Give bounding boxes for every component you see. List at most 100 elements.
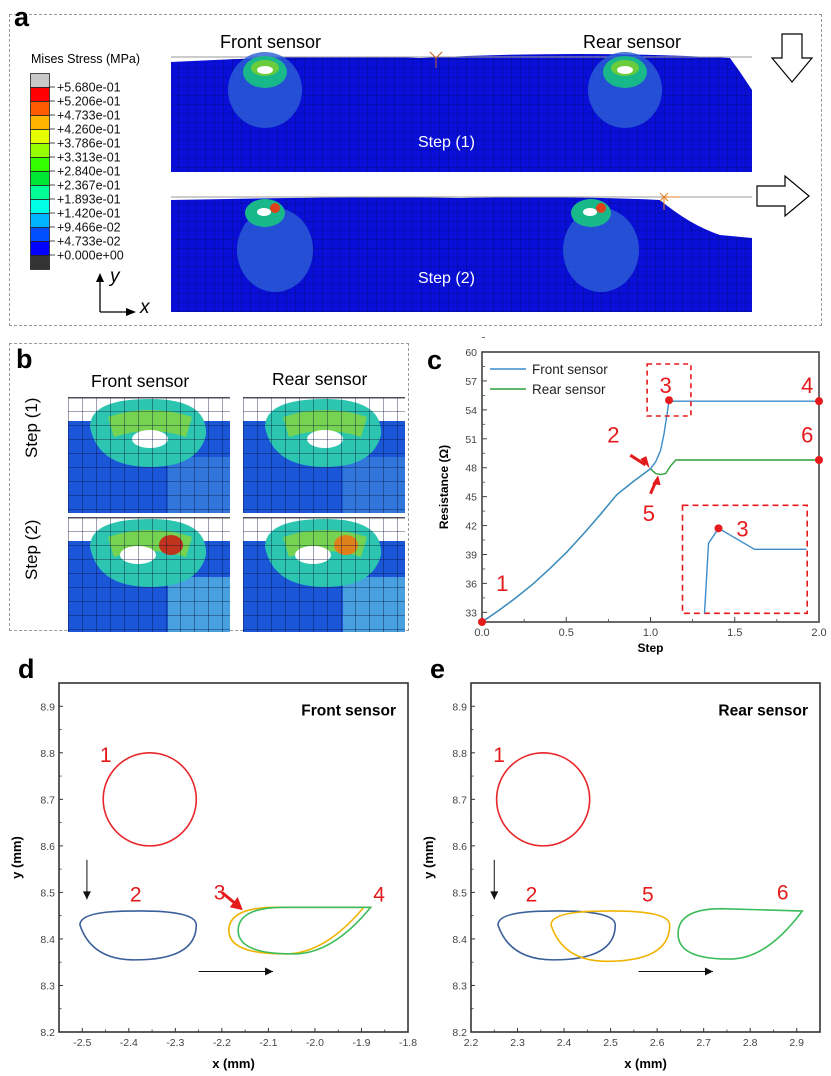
cell-grid (68, 517, 230, 632)
y-tick-label: 8.2 (452, 1027, 467, 1039)
marker-point-1 (478, 618, 486, 626)
marker-point-3 (665, 396, 674, 405)
zoom-cell-rear-step2 (243, 517, 405, 632)
contour-2 (79, 910, 198, 961)
rear-sensor-deformation-chart: 8.2 8.3 8.4 8.5 8.6 8.7 8.8 8.9 2.2 2.3 2.4 2.5 2.6 2… (421, 682, 821, 1071)
y-tick-label: 36 (465, 578, 477, 590)
xy-axis-indicator (96, 273, 136, 316)
sensor-zone (237, 208, 313, 292)
y-tick-label: 8.5 (452, 887, 467, 899)
marker-label-5: 5 (643, 501, 655, 526)
contour-5 (550, 910, 671, 963)
contour-1 (495, 751, 591, 847)
x-tick-label: -2.4 (120, 1037, 138, 1049)
y-tick-label: 8.8 (40, 748, 55, 760)
x-tick-label: 1.0 (643, 627, 658, 639)
legend-swatch (30, 199, 50, 214)
y-tick-label: 45 (465, 492, 477, 504)
down-arrow-icon (770, 33, 814, 83)
plot-frame (58, 682, 409, 1033)
legend-level: +9.466e-02 (57, 221, 121, 235)
marker-label-3: 3 (660, 373, 672, 398)
contour-label-2: 2 (526, 884, 538, 907)
legend-swatch (30, 213, 50, 228)
y-tick-label: 8.7 (40, 794, 55, 806)
x-tick-label: 2.7 (696, 1037, 711, 1049)
y-tick-label: 8.3 (40, 980, 55, 992)
marker-label-1: 1 (496, 571, 508, 596)
panel-a-frame (9, 14, 822, 326)
x-tick-label: 0.5 (559, 627, 574, 639)
contour-label-1: 1 (493, 744, 505, 767)
stress-legend: +5.680e-01 +5.206e-01 +4.733e-01 +4.260e-01… (30, 73, 170, 280)
inset-box (681, 504, 809, 615)
legend-level: +4.260e-01 (57, 123, 121, 137)
y-tick-label: 33 (465, 607, 477, 619)
x-axis-label: x (mm) (624, 1056, 667, 1071)
rear-sensor-label-a: Rear sensor (583, 32, 682, 52)
panel-b-letter: b (16, 344, 33, 374)
front-sensor-deformation-chart: 8.2 8.3 8.4 8.5 8.6 8.7 8.8 8.9 -2.5 -2.4 -2.3 -2.2… (9, 682, 417, 1071)
x-tick-label: 2.0 (811, 627, 826, 639)
inset-label-3: 3 (736, 516, 748, 541)
y-tick-label: 8.7 (452, 794, 467, 806)
contour-label-5: 5 (642, 884, 654, 907)
inset-marker-3 (714, 524, 723, 533)
reference-point-1 (429, 51, 443, 68)
arrowhead-2 (640, 456, 650, 469)
fem-zoom-grid (68, 397, 405, 632)
y-axis-label: y (mm) (421, 836, 436, 879)
contour-label-3: 3 (214, 881, 226, 904)
zoom-cell-rear-step1 (243, 397, 405, 513)
marker-label-6: 6 (801, 423, 813, 448)
y-tick-label: 8.5 (40, 887, 55, 899)
contour-label-1: 1 (100, 744, 112, 767)
x-axis-label: x (mm) (212, 1056, 255, 1071)
legend-level: +3.786e-01 (57, 137, 121, 151)
legend-level: +1.420e-01 (57, 207, 121, 221)
sensor-hole (257, 66, 273, 74)
x-tick-label: 2.6 (650, 1037, 665, 1049)
legend-swatch (30, 129, 50, 144)
y-axis-label: Resistance (Ω) (437, 445, 451, 529)
legend-swatch (30, 73, 50, 88)
sensor-zone (563, 208, 639, 292)
legend-title: Mises Stress (MPa) (31, 52, 141, 66)
x-tick-label: -2.3 (166, 1037, 184, 1049)
contour-label-6: 6 (777, 881, 789, 904)
legend-swatch (30, 101, 50, 116)
sensor-hole (257, 208, 271, 216)
axis-label-y: y (110, 266, 120, 287)
contour-2 (497, 910, 617, 961)
row-label-step1: Step (1) (22, 397, 41, 458)
plot-frame (470, 682, 821, 1033)
x-tick-label: 0.0 (474, 627, 489, 639)
highlight-box (646, 363, 692, 417)
panel-d-letter: d (18, 654, 35, 684)
legend-level: +2.840e-01 (57, 165, 121, 179)
legend-level: +0.000e+00 (57, 249, 124, 263)
x-tick-label: 2.2 (464, 1037, 479, 1049)
legend-level: +2.367e-01 (57, 179, 121, 193)
x-tick-label: 2.3 (510, 1037, 525, 1049)
direction-arrowhead-2 (265, 967, 274, 976)
sensor-hole (583, 208, 597, 216)
contour-label-2: 2 (130, 884, 142, 907)
legend-level: +5.206e-01 (57, 95, 121, 109)
front-sensor-label-b: Front sensor (91, 371, 190, 391)
x-tick-label: -2.5 (73, 1037, 91, 1049)
cell-grid (68, 397, 230, 513)
contour-4 (237, 906, 373, 955)
direction-arrowhead-1 (490, 891, 499, 900)
y-tick-label: 8.3 (452, 980, 467, 992)
axis-label-x: x (140, 297, 150, 318)
y-tick-label: 8.4 (40, 934, 55, 946)
fem-mesh-steps (171, 51, 752, 312)
contour-label-4: 4 (373, 884, 385, 907)
series-line-rear (481, 459, 819, 623)
legend-level: +1.893e-01 (57, 193, 121, 207)
direction-arrowhead-2 (704, 967, 713, 976)
y-tick-label: 8.8 (452, 748, 467, 760)
front-sensor-label-a: Front sensor (220, 32, 322, 52)
